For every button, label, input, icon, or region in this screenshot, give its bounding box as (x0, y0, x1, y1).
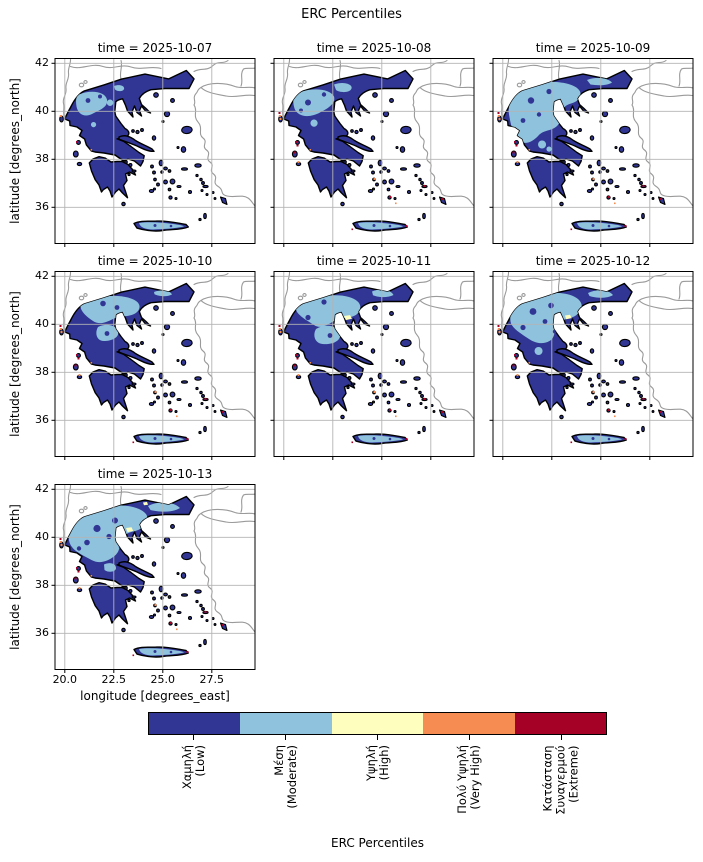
y-axis-label: latitude [degrees_north] (8, 503, 22, 650)
y-axis-label: latitude [degrees_north] (8, 77, 22, 224)
subplot-title: time = 2025-10-13 (97, 467, 213, 481)
colorbar-segment-5 (514, 713, 607, 734)
subplot-map-4: time = 2025-10-10 42 40 38 36 latitude [… (8, 254, 256, 460)
subplot-map-1: time = 2025-10-07 42 40 38 36 latitude [… (8, 41, 256, 247)
y-tick-label: 38 (35, 151, 49, 165)
colorbar-segment-1 (149, 713, 241, 734)
x-tick-label: 25.0 (150, 673, 176, 686)
subplot-map-7: time = 2025-10-13 42 40 38 36 latitude [… (8, 467, 256, 703)
subplot-map-6: time = 2025-10-12 (489, 254, 694, 460)
figure-title: ERC Percentiles (301, 7, 402, 22)
subplot-title: time = 2025-10-10 (97, 254, 213, 268)
colorbar-tick (560, 735, 562, 740)
colorbar-tick (285, 735, 287, 740)
y-tick-label: 36 (35, 625, 49, 639)
y-tick-label: 40 (35, 103, 49, 117)
colorbar-tick (376, 735, 379, 740)
colorbar-bar (148, 712, 607, 735)
subplot-title: time = 2025-10-12 (535, 254, 651, 268)
subplot-title: time = 2025-10-08 (316, 41, 432, 55)
colorbar-segment-2 (240, 713, 332, 734)
y-axis-label: latitude [degrees_north] (8, 290, 22, 437)
y-tick-label: 38 (35, 364, 49, 378)
greece-map (51, 270, 256, 460)
y-tick-label: 42 (35, 481, 49, 495)
colorbar-label: Πολύ Υψηλή (Very High) (455, 745, 483, 814)
greece-map (270, 57, 475, 247)
y-tick-label: 40 (35, 316, 49, 330)
x-axis-label: longitude [degrees_east] (80, 689, 230, 703)
subplot-title: time = 2025-10-11 (316, 254, 432, 268)
greece-map (489, 270, 694, 460)
x-tick-label: 27.5 (199, 673, 225, 686)
subplot-title: time = 2025-10-09 (535, 41, 651, 55)
colorbar-segment-3 (331, 713, 424, 734)
colorbar-title: ERC Percentiles (331, 836, 424, 850)
greece-map (270, 270, 475, 460)
colorbar-label: Μέση (Moderate) (271, 745, 299, 809)
colorbar-segment-4 (423, 713, 515, 734)
colorbar-label: Χαμηλή (Low) (179, 745, 207, 790)
colorbar-tick (468, 735, 470, 740)
subplot-map-5: time = 2025-10-11 (270, 254, 475, 460)
y-tick-label: 38 (35, 577, 49, 591)
colorbar-label: Κατάσταση Συναγερμού (Extreme) (540, 745, 581, 815)
y-tick-label: 42 (35, 268, 49, 282)
y-tick-label: 42 (35, 55, 49, 69)
greece-map (51, 483, 256, 673)
greece-map (489, 57, 694, 247)
colorbar-label: Υψηλή (High) (363, 745, 391, 781)
y-tick-label: 36 (35, 199, 49, 213)
subplot-map-3: time = 2025-10-09 (489, 41, 694, 247)
colorbar-tick (193, 735, 195, 740)
greece-map (51, 57, 256, 247)
x-tick-label: 22.5 (101, 673, 127, 686)
y-tick-label: 36 (35, 412, 49, 426)
y-tick-label: 40 (35, 529, 49, 543)
subplot-title: time = 2025-10-07 (97, 41, 213, 55)
x-tick-label: 20.0 (52, 673, 78, 686)
subplot-map-2: time = 2025-10-08 (270, 41, 475, 247)
